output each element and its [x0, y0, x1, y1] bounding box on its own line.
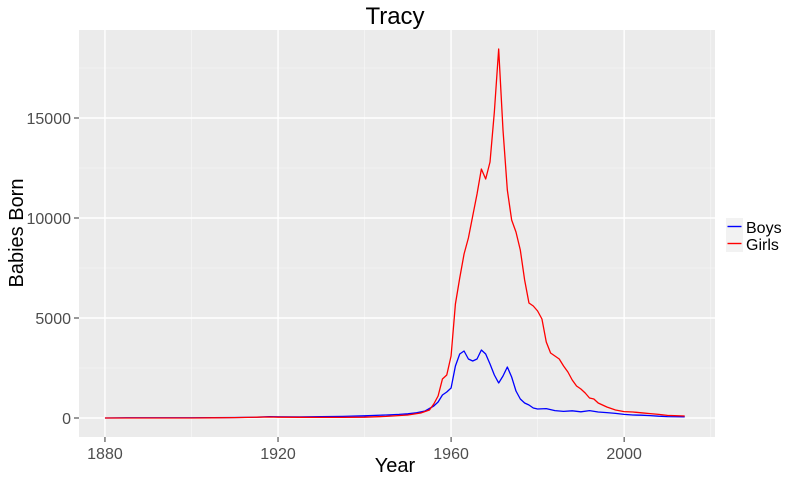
y-tick-label: 10000	[27, 211, 72, 228]
x-tick-label: 1920	[260, 446, 296, 463]
legend-label-boys: Boys	[746, 220, 782, 237]
y-axis-label: Babies Born	[6, 179, 28, 288]
x-tick-label: 1880	[87, 446, 123, 463]
chart-title: Tracy	[365, 3, 424, 30]
y-tick-label: 0	[62, 411, 71, 428]
x-axis-label: Year	[375, 455, 416, 477]
panel-background	[79, 30, 715, 437]
x-tick-label: 1960	[433, 446, 469, 463]
minor-gridlines	[79, 30, 715, 437]
legend-label-girls: Girls	[746, 237, 779, 254]
series-layer	[104, 48, 685, 419]
y-tick-label: 15000	[27, 111, 72, 128]
axes-layer: 1880 1920 1960 2000 0 5000 10000 15000	[27, 111, 643, 463]
series-line-girls	[104, 48, 685, 419]
y-tick-label: 5000	[35, 311, 71, 328]
x-tick-label: 2000	[606, 446, 642, 463]
major-gridlines	[79, 30, 715, 437]
